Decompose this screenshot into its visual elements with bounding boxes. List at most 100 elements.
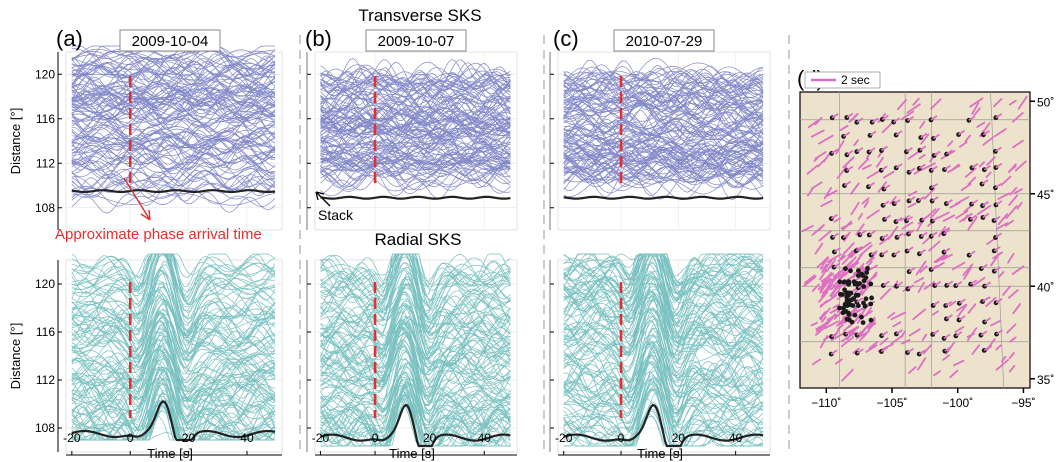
station-splitting-bar — [982, 212, 990, 219]
seismic-trace — [71, 332, 276, 411]
seismic-trace — [71, 399, 276, 441]
splitting-bar — [956, 304, 967, 318]
station-splitting-bar — [932, 300, 940, 307]
seismic-trace — [71, 277, 276, 339]
seismic-trace — [563, 255, 764, 340]
panel-b-transverse: (b) 2009-10-07 — [305, 26, 518, 231]
seismic-trace — [320, 114, 511, 127]
splitting-bar — [824, 284, 833, 294]
seismic-trace — [320, 135, 511, 173]
splitting-bar — [912, 97, 920, 106]
seismic-trace — [320, 377, 511, 442]
splitting-bar — [866, 209, 880, 220]
seismic-trace — [563, 125, 764, 141]
seismic-trace — [320, 93, 511, 109]
splitting-bar — [971, 102, 980, 115]
splitting-bar — [883, 170, 895, 179]
seismic-trace — [320, 320, 511, 378]
seismic-trace — [563, 413, 764, 447]
panel-c-transverse: (c) 2010-07-29 — [549, 26, 771, 231]
station-splitting-bar — [882, 280, 890, 287]
splitting-bar — [1006, 323, 1017, 334]
station-splitting-bar — [905, 147, 913, 153]
station-splitting-bar — [971, 199, 979, 205]
seismic-trace — [71, 328, 276, 380]
station-splitting-bar — [896, 281, 903, 288]
phase-arrival-arrow — [123, 177, 151, 221]
seismic-station — [843, 309, 849, 314]
splitting-bar — [877, 181, 887, 193]
seismic-trace — [320, 84, 511, 117]
station-splitting-bar — [831, 331, 839, 338]
splitting-bar — [858, 241, 872, 252]
seismic-trace — [563, 116, 764, 148]
seismic-trace — [563, 102, 764, 130]
seismic-trace — [71, 90, 276, 121]
map-y-tick-label: 35˚ — [1037, 373, 1054, 387]
seismic-trace — [71, 334, 276, 408]
splitting-bar — [942, 354, 951, 361]
seismic-trace — [320, 253, 511, 288]
seismic-trace — [563, 57, 764, 94]
seismic-station — [839, 292, 845, 297]
seismic-trace — [320, 108, 511, 125]
splitting-bar — [990, 320, 1001, 327]
seismic-trace — [71, 264, 276, 350]
seismic-trace — [71, 96, 276, 130]
panel-a-transverse: 108 112 116 120 Distance [°] (a) 2009-10-04 — [8, 26, 283, 231]
seismic-trace — [320, 256, 511, 304]
seismic-trace — [563, 388, 764, 439]
seismic-station — [852, 312, 858, 318]
panel-letter: (a) — [56, 26, 83, 51]
seismic-trace — [71, 313, 276, 369]
seismic-trace — [320, 105, 511, 121]
station-splitting-bar — [993, 266, 1001, 272]
seismic-trace — [71, 80, 276, 108]
splitting-bar — [811, 283, 820, 292]
station-splitting-bar — [844, 180, 851, 187]
seismic-trace — [71, 270, 276, 338]
seismic-trace — [71, 253, 276, 289]
seismic-trace — [71, 253, 276, 296]
splitting-bar — [836, 165, 848, 179]
date-box — [365, 29, 467, 52]
panel-c-radial: -20 0 20 40 Time [s] — [549, 253, 771, 461]
splitting-bar — [932, 310, 939, 316]
seismic-trace — [563, 165, 764, 186]
seismic-trace — [563, 122, 764, 152]
seismic-trace — [563, 152, 764, 175]
seismic-trace — [320, 152, 511, 171]
splitting-bar — [821, 263, 828, 272]
seismic-trace — [71, 253, 276, 308]
station-splitting-bar — [983, 345, 991, 352]
x-tick-label: 20 — [423, 431, 437, 445]
seismic-trace — [320, 79, 511, 104]
seismic-trace — [320, 253, 511, 320]
splitting-bar — [811, 358, 821, 366]
splitting-bar — [1011, 265, 1025, 276]
seismic-trace — [563, 253, 764, 296]
station-splitting-bar — [881, 114, 889, 121]
splitting-bar — [832, 303, 840, 309]
seismic-trace — [71, 55, 276, 76]
seismic-trace — [563, 70, 764, 96]
seismic-station — [863, 296, 869, 302]
splitting-bar — [1001, 355, 1007, 363]
seismic-trace — [71, 253, 276, 313]
splitting-bar — [851, 113, 858, 121]
date-label: 2009-10-07 — [378, 33, 455, 50]
station-splitting-bar — [930, 264, 938, 271]
x-tick-label: -20 — [555, 431, 573, 445]
splitting-bar — [1007, 252, 1015, 264]
seismic-trace — [320, 74, 511, 92]
splitting-bar — [854, 312, 862, 323]
seismic-trace — [563, 253, 764, 304]
seismic-trace — [71, 167, 276, 184]
seismic-trace — [71, 47, 276, 59]
station-splitting-bar — [895, 163, 903, 169]
splitting-bar — [892, 321, 902, 328]
map-x-tick-label: −95˚ — [1011, 396, 1035, 410]
seismic-trace — [563, 341, 764, 426]
seismic-station — [842, 301, 848, 307]
splitting-bar — [831, 272, 842, 283]
